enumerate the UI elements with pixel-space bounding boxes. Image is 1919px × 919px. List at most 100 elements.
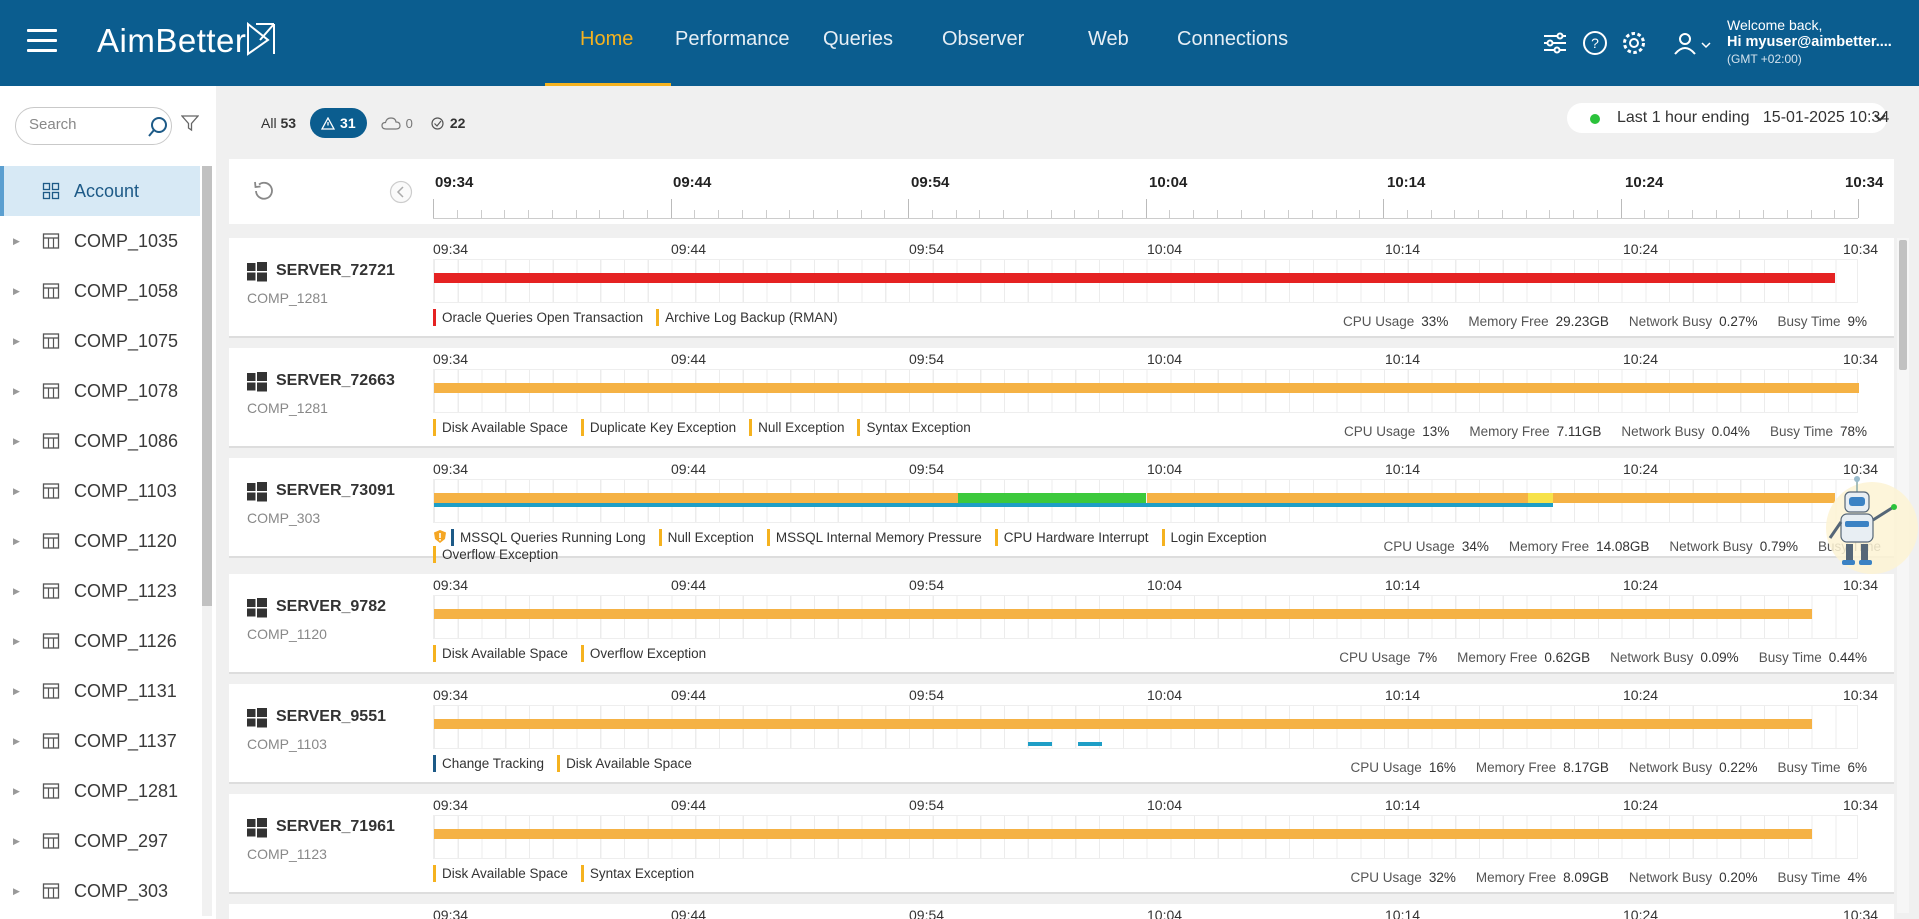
event-tag[interactable]: Disk Available Space [433, 419, 568, 436]
sidebar-item-company[interactable]: ▶ COMP_1137 [0, 716, 200, 766]
event-tag[interactable]: Syntax Exception [857, 419, 971, 436]
sidebar-item-company[interactable]: ▶ COMP_297 [0, 816, 200, 866]
event-tag[interactable]: Disk Available Space [433, 865, 568, 882]
previous-period-icon[interactable] [389, 180, 413, 204]
expand-arrow-icon[interactable]: ▶ [13, 286, 20, 296]
filter-alerts[interactable]: 31 [310, 108, 367, 138]
server-name[interactable]: SERVER_72663 [276, 372, 395, 389]
main-scroll-thumb[interactable] [1899, 240, 1907, 370]
status-segment[interactable] [1146, 493, 1529, 503]
expand-arrow-icon[interactable]: ▶ [13, 486, 20, 496]
nav-observer[interactable]: Observer [942, 28, 1025, 50]
assistant-robot-icon[interactable] [1810, 468, 1918, 586]
status-segment[interactable] [1552, 493, 1835, 503]
nav-queries[interactable]: Queries [823, 28, 894, 50]
sidebar-item-company[interactable]: ▶ COMP_1281 [0, 766, 200, 816]
server-name[interactable]: SERVER_73091 [276, 482, 395, 499]
info-segment[interactable] [1078, 742, 1103, 746]
filter-cloud[interactable]: 0 [381, 116, 413, 131]
help-icon[interactable]: ? [1582, 30, 1608, 56]
nav-home[interactable]: Home [580, 28, 634, 50]
sidebar-item-company[interactable]: ▶ COMP_1075 [0, 316, 200, 366]
info-segment[interactable] [434, 503, 1553, 507]
server-card[interactable]: SERVER_73091 COMP_303 09:34 09:44 09:54 10:04… [229, 458, 1894, 563]
expand-arrow-icon[interactable]: ▶ [13, 786, 20, 796]
expand-arrow-icon[interactable]: ▶ [13, 736, 20, 746]
server-name[interactable]: SERVER_71961 [276, 818, 395, 835]
reset-icon[interactable] [251, 179, 275, 203]
sidebar-item-company[interactable]: ▶ COMP_1035 [0, 216, 200, 266]
hamburger-menu-icon[interactable] [27, 29, 57, 53]
info-segment[interactable] [1028, 742, 1053, 746]
search-input[interactable] [29, 116, 139, 133]
filter-icon[interactable] [181, 114, 199, 132]
status-timeline[interactable] [433, 259, 1858, 303]
user-icon[interactable] [1672, 30, 1698, 56]
event-tag[interactable]: Null Exception [658, 529, 754, 546]
expand-arrow-icon[interactable]: ▶ [13, 336, 20, 346]
sidebar-item-company[interactable]: ▶ COMP_1120 [0, 516, 200, 566]
expand-arrow-icon[interactable]: ▶ [13, 586, 20, 596]
status-segment[interactable] [434, 609, 1812, 619]
status-segment[interactable] [434, 273, 1835, 283]
expand-arrow-icon[interactable]: ▶ [13, 686, 20, 696]
nav-performance[interactable]: Performance [675, 28, 790, 50]
status-timeline[interactable] [433, 595, 1858, 639]
event-tag[interactable]: Oracle Queries Open Transaction [433, 309, 643, 326]
event-tag[interactable]: Duplicate Key Exception [580, 419, 736, 436]
server-name[interactable]: SERVER_9551 [276, 708, 386, 725]
status-segment[interactable] [1528, 493, 1553, 503]
status-segment[interactable] [434, 493, 959, 503]
expand-arrow-icon[interactable]: ▶ [13, 386, 20, 396]
server-card[interactable]: SERVER_71961 COMP_1123 09:34 09:44 09:54 10:0… [229, 794, 1894, 894]
status-segment[interactable] [434, 829, 1812, 839]
sidebar-item-company[interactable]: ▶ COMP_1123 [0, 566, 200, 616]
status-segment[interactable] [434, 383, 1859, 393]
main-scrollbar[interactable] [1897, 238, 1909, 913]
status-timeline[interactable] [433, 479, 1858, 523]
event-tag[interactable]: CPU Hardware Interrupt [994, 529, 1149, 546]
sidebar-item-company[interactable]: ▶ COMP_303 [0, 866, 200, 916]
sidebar-item-company[interactable]: ▶ COMP_1058 [0, 266, 200, 316]
expand-arrow-icon[interactable]: ▶ [13, 636, 20, 646]
sidebar-item-company[interactable]: ▶ COMP_1078 [0, 366, 200, 416]
settings-icon[interactable] [1621, 30, 1647, 56]
event-tag[interactable]: Login Exception [1161, 529, 1267, 546]
sidebar-scroll-thumb[interactable] [202, 166, 212, 606]
status-segment[interactable] [958, 493, 1147, 503]
filter-all[interactable]: All 53 [261, 115, 296, 131]
event-tag[interactable]: Overflow Exception [433, 546, 558, 563]
server-card[interactable]: SERVER_72721 COMP_1281 09:34 09:44 09:54 10:0… [229, 238, 1894, 338]
status-segment[interactable] [434, 719, 1812, 729]
user-name[interactable]: Hi myuser@aimbetter.... [1727, 34, 1892, 50]
user-chevron-icon[interactable] [1701, 42, 1711, 50]
status-timeline[interactable] [433, 815, 1858, 859]
nav-connections[interactable]: Connections [1177, 28, 1289, 50]
event-tag[interactable]: Archive Log Backup (RMAN) [656, 309, 838, 326]
sidebar-item-account[interactable]: Account [0, 166, 200, 216]
event-tag[interactable]: Overflow Exception [580, 645, 706, 662]
nav-web[interactable]: Web [1088, 28, 1129, 50]
event-tag[interactable]: Syntax Exception [580, 865, 694, 882]
expand-arrow-icon[interactable]: ▶ [13, 836, 20, 846]
expand-arrow-icon[interactable]: ▶ [13, 886, 20, 896]
event-tag[interactable]: Null Exception [749, 419, 844, 436]
status-timeline[interactable] [433, 705, 1858, 749]
server-card[interactable]: SERVER_9782 COMP_1120 09:34 09:44 09:54 10:04… [229, 574, 1894, 674]
sidebar-item-company[interactable]: ▶ COMP_1086 [0, 416, 200, 466]
event-tag[interactable]: Change Tracking [433, 755, 544, 772]
server-card-partial[interactable]: 09:34 09:44 09:54 10:04 10:14 10:24 10:34 [229, 904, 1894, 919]
sidebar-item-company[interactable]: ▶ COMP_1126 [0, 616, 200, 666]
search-box[interactable] [15, 107, 172, 145]
search-icon[interactable] [147, 116, 169, 138]
expand-arrow-icon[interactable]: ▶ [13, 236, 20, 246]
sidebar-item-company[interactable]: ▶ COMP_1131 [0, 666, 200, 716]
sidebar-scrollbar[interactable] [202, 166, 212, 916]
server-card[interactable]: SERVER_72663 COMP_1281 09:34 09:44 09:54 10:0… [229, 348, 1894, 448]
status-timeline[interactable] [433, 369, 1859, 413]
event-tag[interactable]: Disk Available Space [557, 755, 692, 772]
expand-arrow-icon[interactable]: ▶ [13, 436, 20, 446]
expand-arrow-icon[interactable]: ▶ [13, 536, 20, 546]
filter-ok[interactable]: 22 [431, 115, 465, 131]
server-name[interactable]: SERVER_9782 [276, 598, 386, 615]
